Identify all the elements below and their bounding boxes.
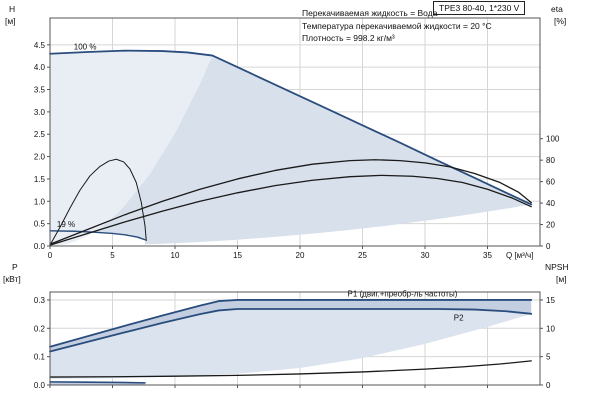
plot-frame xyxy=(49,291,541,386)
max-speed-label: 100 % xyxy=(74,42,97,51)
svg-text:10: 10 xyxy=(546,324,555,333)
svg-text:1.0: 1.0 xyxy=(34,197,46,206)
svg-text:0.1: 0.1 xyxy=(34,353,46,362)
p2-label: P2 xyxy=(454,313,464,322)
svg-text:0: 0 xyxy=(546,381,551,390)
min-speed-eta-curve xyxy=(49,158,147,246)
y-axis-unit-p: [кВт] xyxy=(3,274,21,284)
y-axis-title-h: H xyxy=(9,4,16,14)
svg-text:2.0: 2.0 xyxy=(34,153,46,162)
y-axis-unit-npsh: [м] xyxy=(556,274,567,284)
y-axis-unit-eta: [%] xyxy=(554,16,567,26)
pump-model-title-box: TPE3 80-40, 1*230 V xyxy=(433,1,526,15)
fluid-info-line: Плотность = 998.2 кг/м³ xyxy=(302,33,395,44)
svg-text:5: 5 xyxy=(110,251,115,260)
svg-text:40: 40 xyxy=(546,199,555,208)
p1-p2-band xyxy=(50,299,532,352)
min-speed-curve xyxy=(49,230,146,241)
svg-text:0: 0 xyxy=(48,251,53,260)
p-envelope xyxy=(50,309,532,379)
svg-text:0: 0 xyxy=(546,242,551,251)
p1-label: P1 (двиг.+преобр-ль частоты) xyxy=(348,290,458,299)
svg-text:35: 35 xyxy=(483,251,492,260)
svg-text:3.0: 3.0 xyxy=(34,108,46,117)
svg-text:0.2: 0.2 xyxy=(34,324,46,333)
y-axis-title-npsh: NPSH xyxy=(545,262,569,272)
svg-text:20: 20 xyxy=(296,251,305,260)
envelope-left-light xyxy=(50,50,213,246)
plot-frame xyxy=(49,17,541,247)
svg-text:1.5: 1.5 xyxy=(34,175,46,184)
hq-eta-chart: 0 5 10 15 20 25 30 35 0.0 0.5 1.0 1.5 2.0 2.5 3.0 3.5 4.… xyxy=(34,17,560,260)
fluid-info-line: Перекачиваемая жидкость = Вода xyxy=(302,8,438,18)
x-axis-label: Q [м³/ч] xyxy=(506,251,533,260)
svg-text:4.0: 4.0 xyxy=(34,63,46,72)
p1-curve xyxy=(49,299,533,348)
svg-text:30: 30 xyxy=(421,251,430,260)
y-axis-unit-h: [м] xyxy=(5,16,16,26)
axis-ticks-and-labels: 0.0 0.1 0.2 0.3 0 5 10 15 xyxy=(34,296,556,390)
p-min-speed-curve xyxy=(49,381,146,384)
svg-text:10: 10 xyxy=(171,251,180,260)
max-speed-curve xyxy=(49,49,533,206)
svg-text:3.5: 3.5 xyxy=(34,86,46,95)
svg-text:0.5: 0.5 xyxy=(34,220,46,229)
svg-text:15: 15 xyxy=(546,296,555,305)
y-axis-title-eta: eta xyxy=(551,4,563,14)
p2-curve xyxy=(49,308,533,353)
svg-text:25: 25 xyxy=(358,251,367,260)
svg-text:100: 100 xyxy=(546,135,560,144)
fluid-info-block: Перекачиваемая жидкость = Вода Температу… xyxy=(302,7,492,45)
npsh-curve xyxy=(49,360,532,378)
svg-text:20: 20 xyxy=(546,221,555,230)
operating-envelope xyxy=(50,55,532,245)
eta-pump-curve xyxy=(49,159,532,245)
axis-ticks-and-labels: 0 5 10 15 20 25 30 35 0.0 0.5 1.0 1.5 2.0 2.5 3.0 3.5 4.… xyxy=(34,41,560,260)
power-npsh-chart: 0.0 0.1 0.2 0.3 0 5 10 15 P1 (двиг.+преобр-ль ча… xyxy=(34,290,556,390)
svg-text:5: 5 xyxy=(546,353,551,362)
svg-text:0.0: 0.0 xyxy=(34,381,46,390)
svg-text:0.0: 0.0 xyxy=(34,242,46,251)
svg-text:2.5: 2.5 xyxy=(34,130,46,139)
y-axis-title-p: P xyxy=(12,262,18,272)
fluid-info-line: Температура перекачиваемой жидкости = 20… xyxy=(302,20,492,31)
svg-text:60: 60 xyxy=(546,178,555,187)
svg-text:4.5: 4.5 xyxy=(34,41,46,50)
svg-text:80: 80 xyxy=(546,156,555,165)
min-speed-label: 19 % xyxy=(57,220,75,229)
svg-text:15: 15 xyxy=(233,251,242,260)
svg-text:0.3: 0.3 xyxy=(34,296,46,305)
